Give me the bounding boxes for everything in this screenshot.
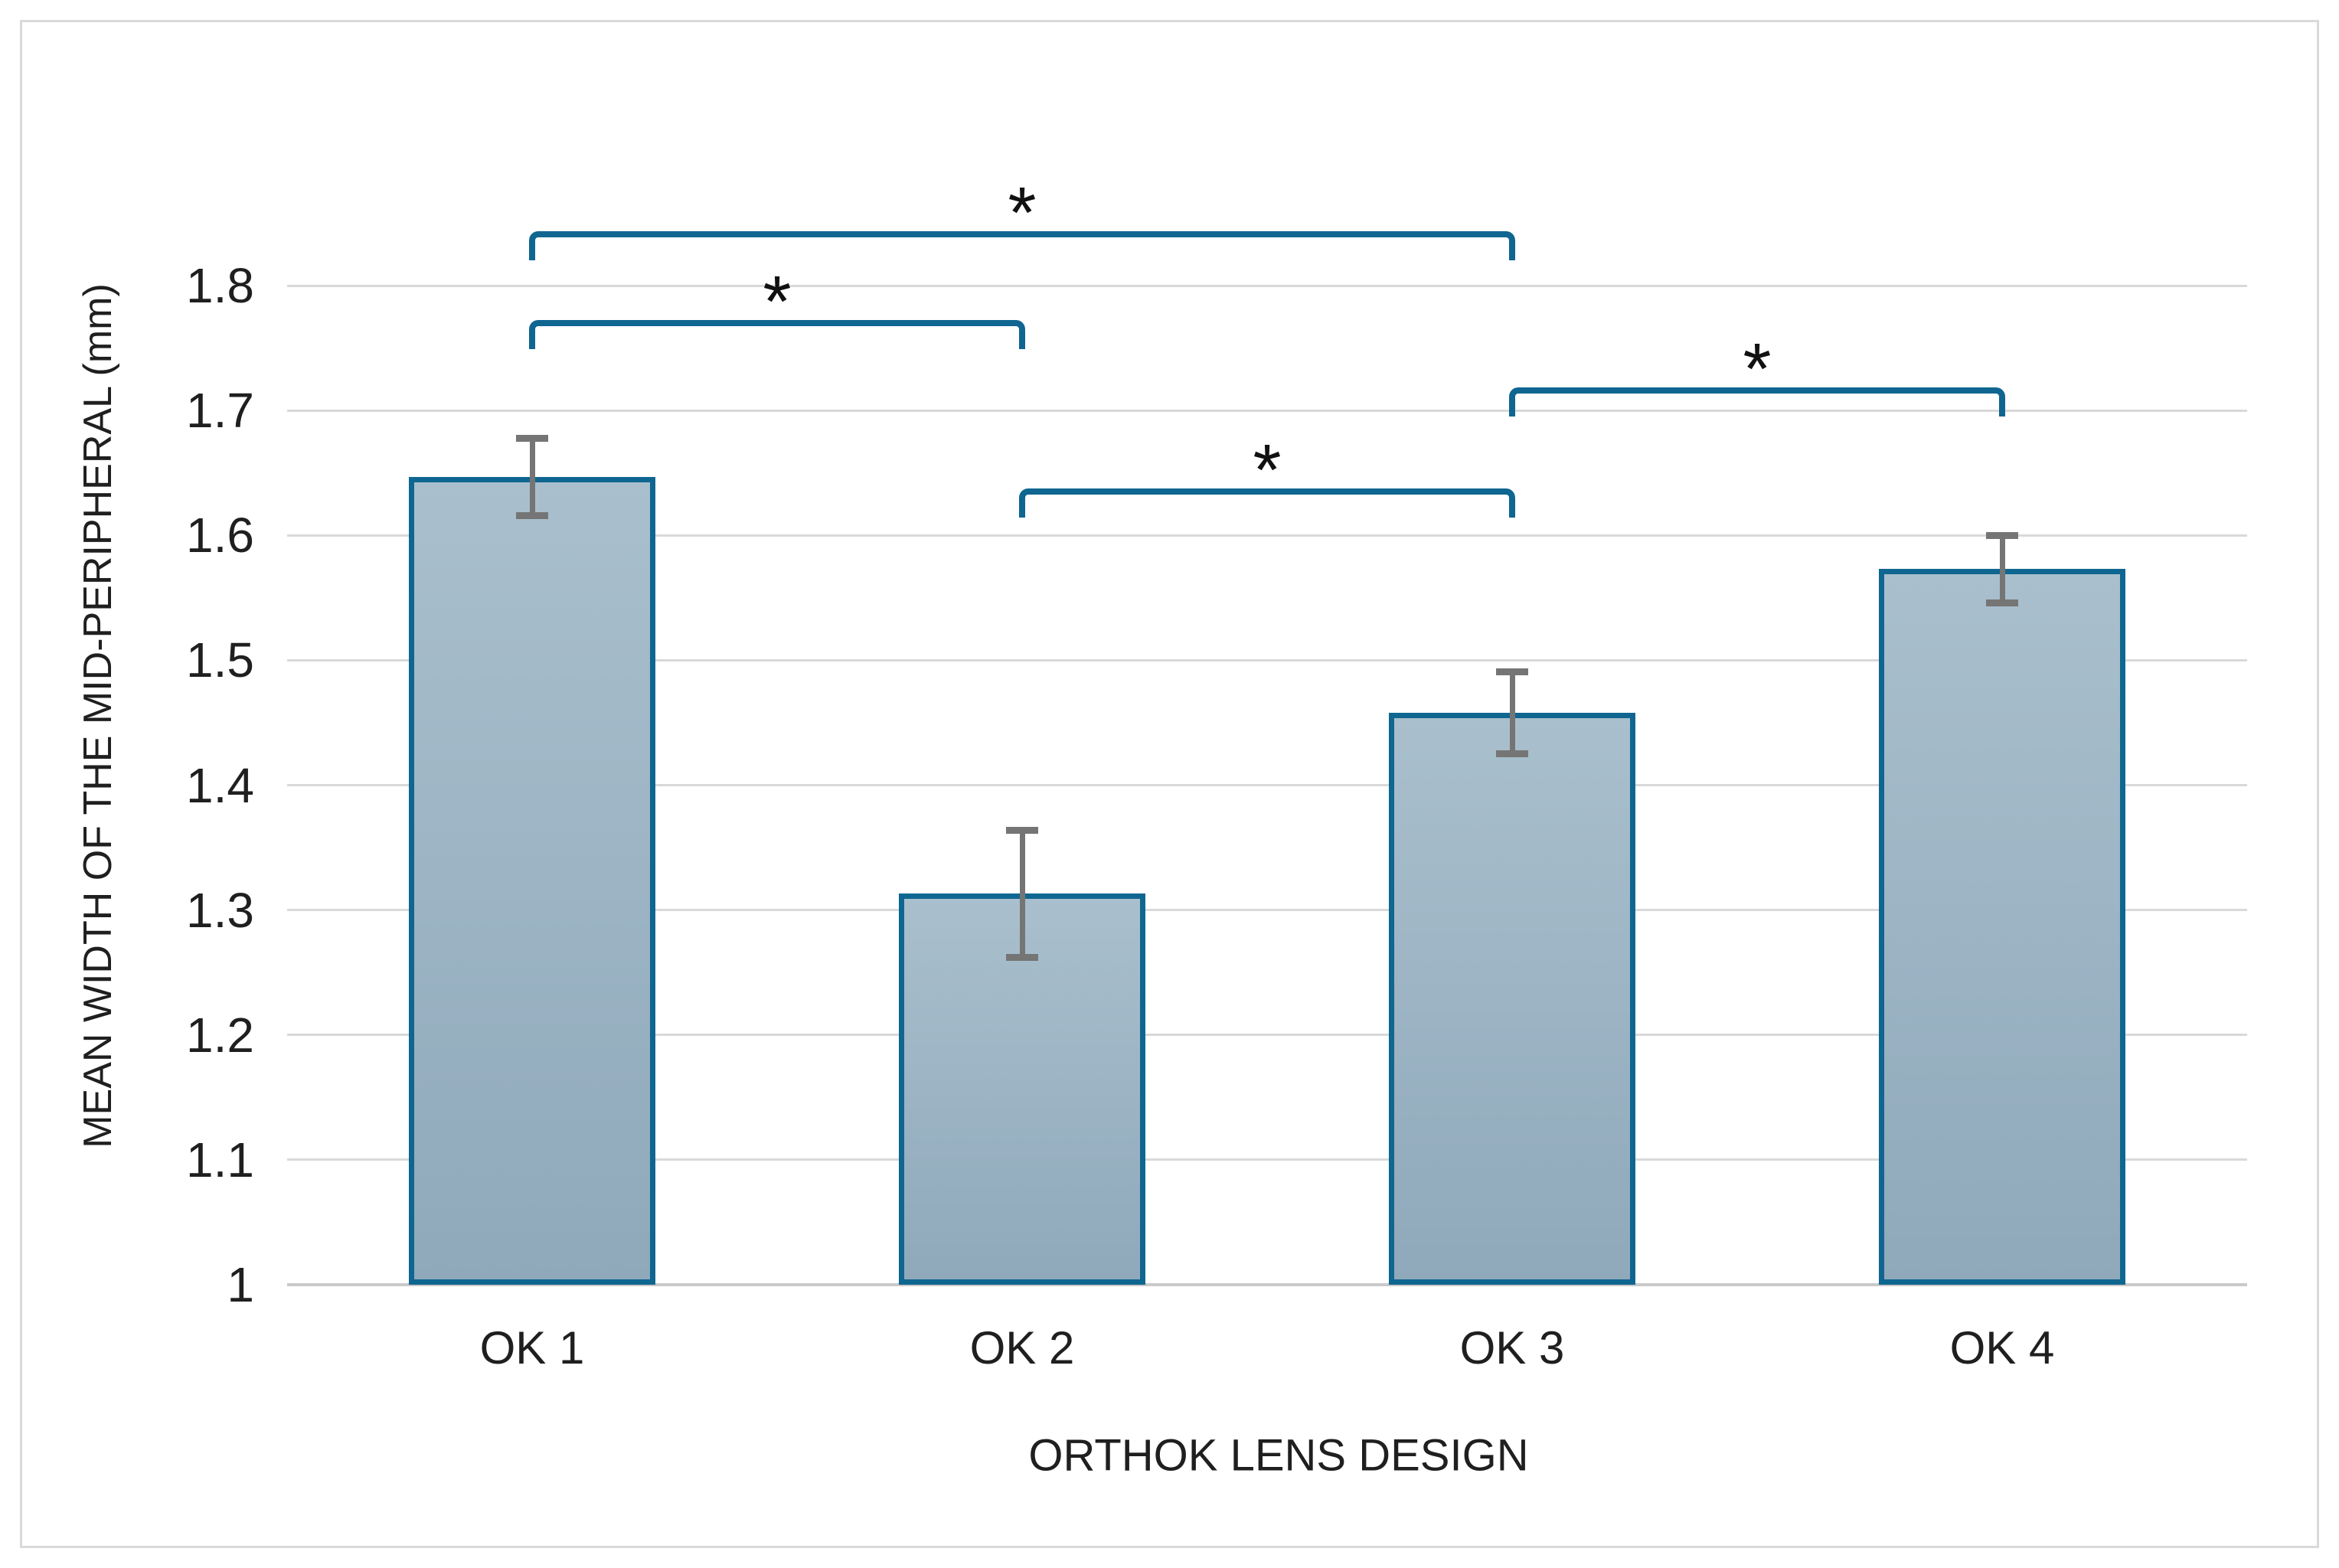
y-tick-label: 1.2 [186,1007,254,1063]
gridline [287,658,2247,662]
gridline [287,534,2247,537]
error-bar-bottom-cap [516,511,548,519]
y-tick-label: 1.7 [186,383,254,439]
x-tick-label-ok-2: OK 2 [969,1322,1075,1374]
error-bar-ok-1 [529,438,535,516]
significance-asterisk-ok-3-ok-4: * [1743,328,1772,410]
bar-ok-3 [1389,712,1635,1285]
y-tick-label: 1.1 [186,1132,254,1187]
x-axis-title: ORTHOK LENS DESIGN [1028,1430,1529,1481]
y-tick-label: 1 [227,1257,254,1312]
error-bar-top-cap [1006,826,1038,834]
y-tick-label: 1.4 [186,757,254,813]
significance-asterisk-ok-2-ok-3: * [1253,430,1282,511]
x-tick-label-ok-4: OK 4 [1949,1322,2055,1374]
gridline [287,1034,2247,1037]
error-bar-bottom-cap [1986,599,2018,606]
gridline [287,909,2247,912]
error-bar-bottom-cap [1496,750,1528,758]
error-bar-ok-3 [1509,671,1515,754]
y-tick-label: 1.8 [186,258,254,313]
significance-bracket-ok-2-ok-3 [1019,488,1515,518]
x-tick-label-ok-1: OK 1 [479,1322,585,1374]
error-bar-top-cap [1986,531,2018,539]
bar-ok-4 [1879,569,2125,1285]
gridline [287,1158,2247,1161]
gridline [287,784,2247,786]
significance-bracket-ok-1-ok-2 [529,319,1025,349]
y-axis-title: MEAN WIDTH OF THE MID-PERIPHERAL (mm) [76,283,120,1148]
significance-bracket-ok-1-ok-3 [529,231,1515,261]
y-tick-label: 1.5 [186,632,254,688]
error-bar-bottom-cap [1006,954,1038,962]
error-bar-top-cap [516,434,548,442]
error-bar-ok-2 [1019,830,1025,958]
gridline [287,284,2247,287]
x-axis-line [287,1283,2247,1286]
x-tick-label-ok-3: OK 3 [1459,1322,1565,1374]
error-bar-top-cap [1496,668,1528,675]
bar-ok-1 [409,476,655,1285]
y-tick-label: 1.6 [186,508,254,564]
gridline [287,409,2247,412]
significance-bracket-ok-3-ok-4 [1509,387,2005,417]
error-bar-ok-4 [1999,535,2005,603]
y-tick-label: 1.3 [186,882,254,938]
significance-asterisk-ok-1-ok-3: * [1008,172,1037,254]
significance-asterisk-ok-1-ok-2: * [763,260,792,342]
